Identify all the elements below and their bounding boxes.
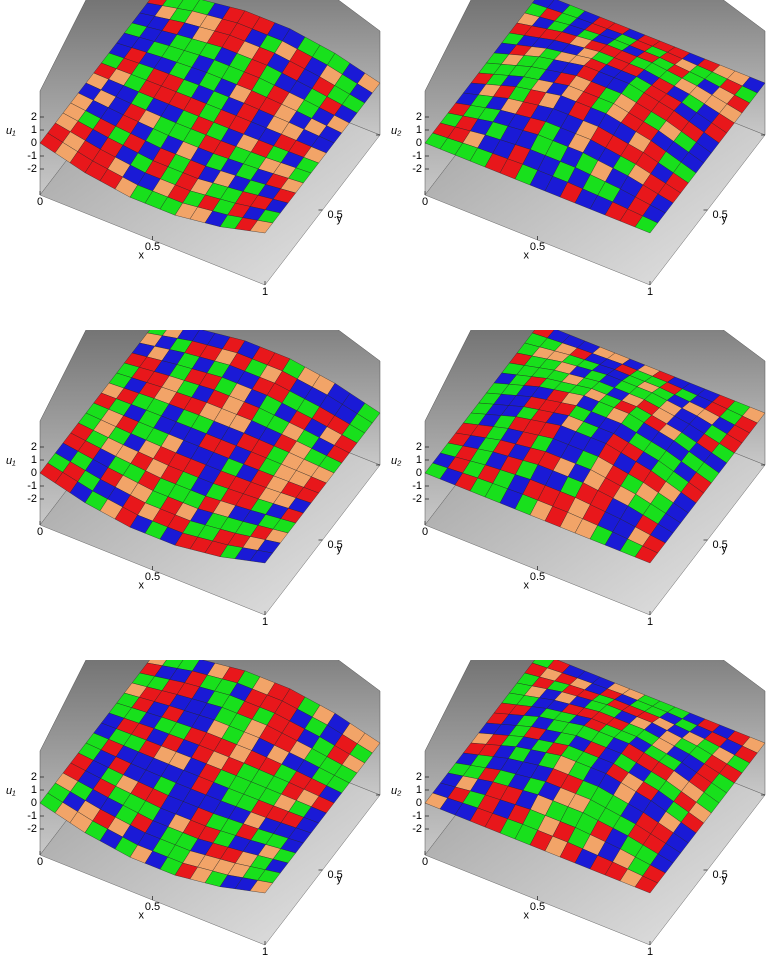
x-tick-label: 0.5 [530,901,545,913]
z-tick-label: 2 [416,771,422,783]
x-tick-label: 0 [422,526,428,538]
x-tick-label: 0.5 [530,571,545,583]
x-tick-label: 0 [422,196,428,208]
z-tick-label: 0 [416,467,422,479]
y-axis-label: y [722,873,728,885]
z-axis-label: u₁ [6,785,16,797]
surface-patch [634,215,658,234]
y-tick-label: 0.5 [328,869,343,881]
surface-patch [249,220,273,234]
z-tick-label: -1 [412,810,422,822]
z-axis-label: u₂ [391,455,402,467]
z-axis-label: u₂ [391,125,402,137]
y-tick-label: 0.5 [328,539,343,551]
z-tick-label: 2 [416,441,422,453]
z-tick-label: 1 [31,454,37,466]
y-tick-label: 0.5 [713,539,728,551]
y-tick-label: 0.5 [713,869,728,881]
z-tick-label: -2 [412,493,422,505]
y-axis-label: y [722,213,728,225]
z-tick-label: 0 [416,797,422,809]
x-axis-label: x [139,909,145,921]
surface-patch [249,880,273,894]
x-tick-label: 0 [37,856,43,868]
y-axis-label: y [722,543,728,555]
surface-patch [634,875,658,894]
z-tick-label: 2 [31,771,37,783]
z-tick-label: -2 [27,823,37,835]
z-tick-label: 1 [31,124,37,136]
z-tick-label: -2 [412,823,422,835]
y-axis-label: y [337,213,343,225]
y-axis-label: y [337,543,343,555]
x-tick-label: 1 [647,946,653,958]
x-axis-label: x [524,909,530,921]
z-axis-label: u₁ [6,125,16,137]
z-tick-label: 0 [31,467,37,479]
z-tick-label: 1 [416,784,422,796]
x-axis-label: x [524,579,530,591]
z-tick-label: 2 [31,441,37,453]
z-tick-label: -2 [412,163,422,175]
x-tick-label: 1 [262,286,268,298]
x-tick-label: 1 [647,616,653,628]
z-tick-label: -1 [27,480,37,492]
z-tick-label: 2 [31,111,37,123]
y-tick-label: 0.5 [328,209,343,221]
x-tick-label: 0.5 [145,571,160,583]
x-tick-label: 1 [262,946,268,958]
z-tick-label: -2 [27,163,37,175]
x-tick-label: 0.5 [145,241,160,253]
surface-patch [634,545,658,564]
surface-patch [249,550,273,564]
z-axis-label: u₂ [391,785,402,797]
z-tick-label: 0 [31,137,37,149]
x-tick-label: 1 [262,616,268,628]
z-tick-label: -2 [27,493,37,505]
x-tick-label: 0.5 [145,901,160,913]
x-tick-label: 0 [422,856,428,868]
x-axis-label: x [524,249,530,261]
z-tick-label: -1 [412,480,422,492]
x-tick-label: 0.5 [530,241,545,253]
x-tick-label: 0 [37,196,43,208]
y-tick-label: 0.5 [713,209,728,221]
x-axis-label: x [139,579,145,591]
z-tick-label: -1 [412,150,422,162]
z-tick-label: -1 [27,150,37,162]
z-tick-label: -1 [27,810,37,822]
x-axis-label: x [139,249,145,261]
z-tick-label: 1 [31,784,37,796]
z-tick-label: 0 [416,137,422,149]
x-tick-label: 1 [647,286,653,298]
z-tick-label: 0 [31,797,37,809]
z-tick-label: 1 [416,454,422,466]
z-tick-label: 1 [416,124,422,136]
y-axis-label: y [337,873,343,885]
x-tick-label: 0 [37,526,43,538]
z-axis-label: u₁ [6,455,16,467]
z-tick-label: 2 [416,111,422,123]
